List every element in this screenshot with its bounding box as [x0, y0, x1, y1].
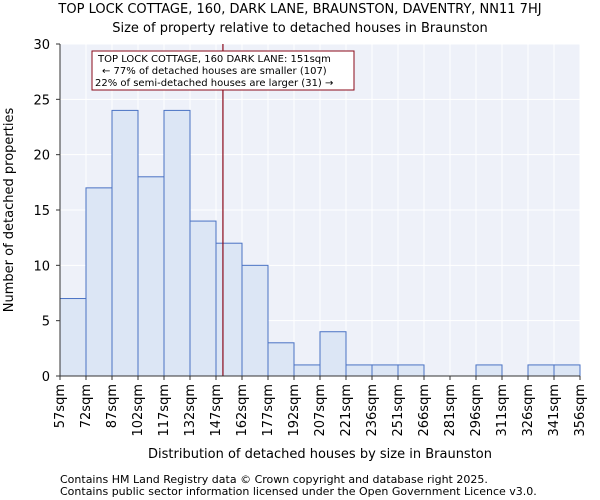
footer-line-2: Contains public sector information licen… — [60, 485, 537, 498]
x-axis-title: Distribution of detached houses by size … — [148, 447, 492, 462]
bar — [293, 364, 321, 377]
annotation-line-3: 22% of semi-detached houses are larger (… — [95, 78, 333, 89]
bar — [345, 364, 373, 377]
y-tick-label: 5 — [42, 315, 50, 330]
footer-line-1: Contains HM Land Registry data © Crown c… — [60, 473, 488, 486]
x-tick-label: 72sqm — [79, 384, 94, 428]
bar — [267, 342, 295, 377]
y-tick-label: 20 — [33, 149, 50, 164]
bar — [319, 331, 347, 377]
x-tick-label: 57sqm — [53, 384, 68, 428]
x-tick-label: 341sqm — [547, 384, 562, 437]
x-tick-label: 147sqm — [209, 384, 224, 437]
x-tick-label: 356sqm — [573, 384, 588, 437]
bar — [59, 298, 87, 377]
x-tick-label: 281sqm — [443, 384, 458, 437]
x-tick-label: 311sqm — [495, 384, 510, 437]
bar — [189, 220, 217, 377]
bar — [475, 364, 503, 377]
y-tick-label: 0 — [42, 370, 50, 385]
chart-title: TOP LOCK COTTAGE, 160, DARK LANE, BRAUNS… — [57, 2, 541, 17]
bar — [137, 176, 165, 377]
x-tick-label: 266sqm — [417, 384, 432, 437]
x-tick-label: 102sqm — [131, 384, 146, 437]
x-tick-label: 236sqm — [365, 384, 380, 437]
annotation-box — [91, 50, 355, 91]
x-tick-label: 87sqm — [105, 384, 120, 428]
x-tick-label: 251sqm — [391, 384, 406, 437]
bar — [397, 364, 425, 377]
bars — [59, 109, 581, 377]
y-tick-label: 25 — [33, 93, 50, 108]
x-tick-label: 221sqm — [339, 384, 354, 437]
bar — [215, 242, 243, 377]
x-tick-label: 296sqm — [469, 384, 484, 437]
x-axis: 57sqm 72sqm 87sqm 102sqm 117sqm 132sqm 147sqm 1… — [53, 376, 588, 437]
bar — [111, 109, 139, 377]
bar — [371, 364, 399, 377]
y-axis-title: Number of detached properties — [2, 108, 17, 313]
x-tick-label: 326sqm — [521, 384, 536, 437]
bar — [163, 109, 191, 377]
bar — [85, 187, 113, 377]
bar — [553, 364, 581, 377]
bar — [527, 364, 555, 377]
y-axis: 0 5 10 15 20 25 30 — [33, 38, 580, 385]
bar — [241, 264, 269, 377]
annotation-line-2: ← 77% of detached houses are smaller (10… — [102, 66, 327, 77]
x-tick-label: 177sqm — [261, 384, 276, 437]
x-tick-label: 132sqm — [183, 384, 198, 437]
x-tick-label: 207sqm — [313, 384, 328, 437]
chart-subtitle: Size of property relative to detached ho… — [112, 21, 488, 36]
y-tick-label: 10 — [33, 259, 50, 274]
annotation: TOP LOCK COTTAGE, 160 DARK LANE: 151sqm … — [91, 50, 355, 91]
y-tick-label: 30 — [33, 38, 50, 53]
x-tick-label: 162sqm — [235, 384, 250, 437]
x-tick-label: 192sqm — [287, 384, 302, 437]
x-tick-label: 117sqm — [157, 384, 172, 437]
y-tick-label: 15 — [33, 204, 50, 219]
annotation-line-1: TOP LOCK COTTAGE, 160 DARK LANE: 151sqm — [97, 54, 331, 65]
